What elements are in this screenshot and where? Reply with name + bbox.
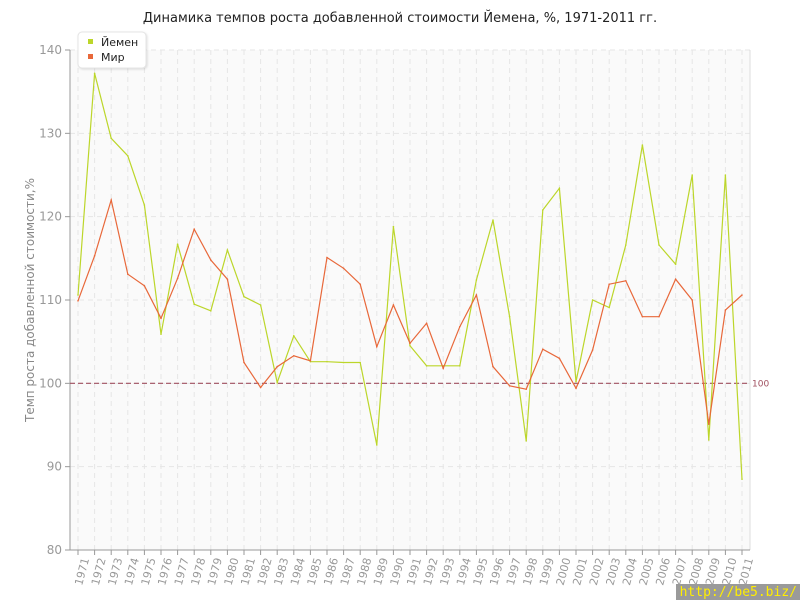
data-point-yemen	[276, 381, 279, 384]
data-point-world	[558, 357, 561, 360]
data-point-world	[127, 273, 129, 275]
data-point-world	[691, 299, 693, 301]
data-point-world	[210, 259, 212, 261]
data-point-yemen	[591, 299, 594, 301]
data-point-yemen	[724, 174, 727, 176]
chart-title: Динамика темпов роста добавленной стоимо…	[143, 10, 657, 26]
data-point-world	[575, 387, 577, 390]
data-point-yemen	[641, 144, 644, 146]
data-point-yemen	[459, 365, 461, 367]
data-point-world	[193, 228, 195, 230]
y-tick-label: 80	[47, 543, 62, 557]
y-tick-label: 120	[39, 210, 62, 224]
data-point-yemen	[409, 345, 411, 347]
data-point-yemen	[674, 263, 677, 265]
data-point-world	[591, 349, 594, 351]
data-point-yemen	[342, 361, 345, 364]
data-point-yemen	[226, 249, 229, 251]
data-point-yemen	[127, 155, 129, 157]
data-point-world	[442, 367, 445, 370]
data-point-yemen	[392, 225, 395, 228]
data-point-world	[226, 278, 229, 280]
data-point-world	[492, 365, 494, 368]
data-point-world	[608, 283, 610, 285]
data-point-yemen	[658, 244, 660, 246]
data-point-yemen	[475, 279, 478, 281]
data-point-world	[741, 294, 743, 296]
data-point-world	[525, 388, 527, 390]
y-tick-label: 130	[39, 126, 62, 140]
data-point-world	[160, 317, 162, 320]
data-point-world	[143, 285, 146, 287]
data-point-world	[342, 267, 345, 270]
data-point-world	[326, 256, 328, 259]
data-point-world	[176, 277, 179, 280]
data-point-yemen	[575, 380, 577, 383]
data-point-yemen	[508, 315, 511, 318]
data-point-yemen	[193, 303, 195, 305]
data-point-world	[276, 365, 279, 368]
legend-label-yemen: Йемен	[101, 36, 138, 49]
legend: Йемен Мир	[77, 31, 147, 69]
data-point-world	[475, 294, 478, 296]
data-point-yemen	[93, 72, 96, 75]
data-point-yemen	[293, 335, 295, 337]
data-point-yemen	[359, 361, 362, 364]
data-point-yemen	[525, 440, 527, 442]
data-point-yemen	[243, 295, 245, 298]
data-point-yemen	[425, 365, 428, 367]
data-point-world	[508, 385, 511, 387]
data-point-world	[243, 361, 245, 364]
x-tick-label: 2011	[736, 556, 756, 586]
reference-line-label: 100	[752, 379, 769, 389]
data-point-yemen	[110, 137, 112, 140]
data-point-world	[309, 360, 312, 362]
data-point-world	[658, 315, 660, 318]
data-point-yemen	[77, 294, 79, 296]
data-point-world	[542, 348, 544, 350]
data-point-yemen	[741, 478, 743, 480]
data-point-world	[110, 199, 112, 201]
y-tick-label: 140	[39, 43, 62, 57]
data-point-world	[625, 280, 627, 282]
data-point-yemen	[259, 304, 262, 306]
data-point-yemen	[326, 360, 328, 363]
data-point-world	[674, 278, 677, 280]
data-point-yemen	[625, 244, 627, 246]
data-point-yemen	[143, 204, 146, 206]
y-axis-label: Темп роста добавленной стоимости,%	[23, 178, 37, 423]
data-point-world	[708, 423, 710, 425]
data-point-yemen	[492, 219, 494, 221]
watermark[interactable]: http://be5.biz/	[675, 584, 800, 600]
data-point-world	[409, 342, 411, 345]
data-point-world	[392, 304, 395, 306]
legend-box	[77, 31, 147, 69]
data-point-world	[459, 325, 461, 328]
data-point-world	[93, 255, 96, 257]
data-point-world	[359, 283, 362, 285]
data-point-yemen	[210, 310, 212, 312]
y-tick-label: 100	[39, 376, 62, 390]
legend-swatch-world	[88, 54, 93, 59]
data-point-yemen	[691, 174, 693, 176]
data-point-yemen	[608, 306, 610, 309]
data-point-world	[641, 315, 644, 318]
data-point-yemen	[558, 187, 561, 190]
data-point-world	[724, 309, 727, 311]
data-point-yemen	[708, 439, 710, 441]
y-tick-label: 110	[39, 293, 62, 307]
data-point-world	[293, 355, 295, 357]
data-point-yemen	[542, 209, 544, 211]
data-point-world	[77, 300, 79, 302]
data-point-yemen	[176, 243, 179, 245]
data-point-world	[259, 386, 262, 389]
legend-swatch-yemen	[88, 39, 93, 44]
data-point-world	[376, 345, 378, 348]
data-point-yemen	[160, 333, 162, 335]
legend-label-world: Мир	[101, 51, 125, 64]
data-point-yemen	[376, 444, 378, 446]
y-tick-label: 90	[47, 460, 62, 474]
data-point-world	[425, 322, 428, 325]
